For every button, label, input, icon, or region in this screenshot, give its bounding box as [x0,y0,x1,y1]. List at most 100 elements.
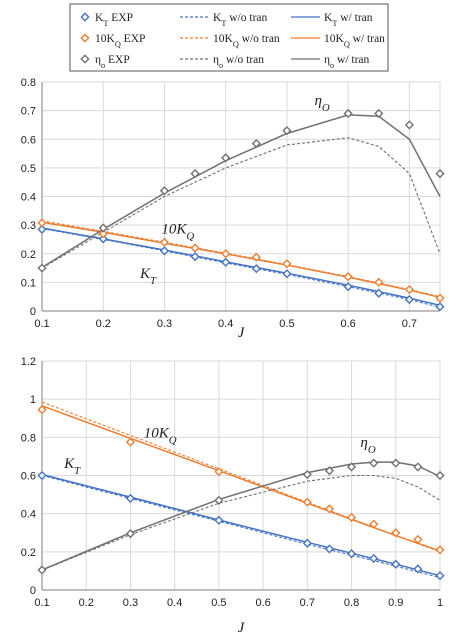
legend-label: 10KQ EXP [95,33,145,49]
x-axis-label: J [238,620,246,636]
legend-label: ηo w/ tran [324,54,370,70]
data-point [282,126,292,136]
data-point [413,564,423,574]
data-point [346,549,357,559]
legend-label: KT w/ tran [324,12,373,28]
y-tick-label: 0.1 [21,277,36,289]
legend-label: ηo w/o tran [213,54,264,70]
chart-top: 00.10.20.30.40.50.60.70.80.1 0.2 0.3 0.4 0.5… [21,77,445,341]
legend-item-10kq-w-o-tran: 10KQ w/o tran [180,33,280,49]
data-point [374,288,384,298]
data-point [343,282,353,292]
data-point [435,470,445,481]
data-point [343,272,353,282]
data-point [190,252,200,262]
data-point [302,469,312,480]
data-point [324,504,335,514]
y-tick-label: 1 [30,394,36,406]
y-tick-label: 0.4 [21,192,36,204]
series-line-kt-w-tran [41,473,441,577]
data-point [374,108,384,119]
annotation-etao: ηO [360,435,375,456]
annotation-10kq: 10KQ [144,425,177,446]
data-point [282,269,292,279]
x-axis-label: J [238,325,246,341]
series-markers-kt-exp [37,470,445,581]
x-tick-label: 0.6 [255,597,270,609]
y-tick-label: 0 [30,585,36,597]
data-point [125,493,136,503]
data-point [346,462,357,472]
data-point [374,277,384,287]
data-point [221,153,231,163]
data-point [37,405,47,415]
data-point [37,565,47,575]
x-tick-label: 0.7 [300,597,315,609]
data-point [98,234,108,244]
y-tick-label: 1.2 [21,356,36,368]
data-point [302,497,312,507]
data-point [37,470,47,481]
y-tick-label: 0.4 [21,509,36,521]
y-tick-label: 0.6 [21,134,36,146]
data-point [404,294,414,305]
chart-bottom: 0 0.2 0.4 0.6 0.8 1 1.2 0.1 0.2 0.3 0.4 0.5 0.6 0.7 0.… [21,356,445,636]
legend-item-kt-w-o-tran: KT w/o tran [180,12,268,28]
series-line-kt-w-o-tran [41,474,441,579]
legend-label: 10KQ w/ tran [324,33,385,49]
annotation-kt: KT [139,266,157,287]
data-point [159,246,170,256]
data-point [324,544,335,554]
data-point [391,528,401,538]
annotation-10kq: 10KQ [161,222,194,243]
data-point [404,120,414,130]
series-line-etao-w-o-tran [41,137,441,269]
legend-label: KT EXP [95,12,133,28]
data-point [214,515,224,525]
legend-item-kt-w-tran: KT w/ tran [291,12,373,28]
series-markers-kt-exp [37,224,445,312]
x-tick-label: 1 [437,597,443,609]
data-point [404,284,414,295]
data-point [391,559,401,569]
series-markers-10kq-exp [37,405,445,555]
x-tick-label: 0.7 [402,318,417,330]
x-tick-label: 0.6 [341,318,356,330]
series-markers-etao-exp [37,458,445,575]
data-point [435,545,445,555]
data-point [251,264,261,274]
data-point [251,138,261,149]
legend-label: ηo EXP [95,54,130,70]
series-line-etao-w-o-tran [41,474,441,571]
y-tick-label: 0.8 [21,77,36,89]
y-tick-label: 0.5 [21,163,36,175]
data-point [282,259,292,269]
data-point [302,538,312,548]
data-point [435,293,445,303]
data-point [37,224,47,235]
data-point [159,186,170,196]
data-point [343,108,353,119]
legend-marker [80,12,90,22]
data-point [413,534,423,545]
x-tick-label: 0.2 [96,318,111,330]
y-tick-label: 0.8 [21,432,36,444]
data-point [190,243,200,253]
data-point [369,458,379,468]
data-point [125,529,136,539]
x-tick-label: 0.9 [388,597,403,609]
data-point [190,169,200,179]
legend-box [69,3,389,72]
x-tick-label: 0.4 [218,318,233,330]
y-tick-label: 0 [30,306,36,318]
annotation-kt: KT [63,456,81,477]
legend-item-10kq-exp: 10KQ EXP [80,33,145,49]
y-tick-label: 0.2 [21,249,36,261]
x-tick-label: 0.4 [167,597,182,609]
data-point [221,249,231,259]
data-point [37,263,47,273]
data-point [324,466,335,476]
data-point [346,512,357,523]
legend-label: KT w/o tran [213,12,268,28]
